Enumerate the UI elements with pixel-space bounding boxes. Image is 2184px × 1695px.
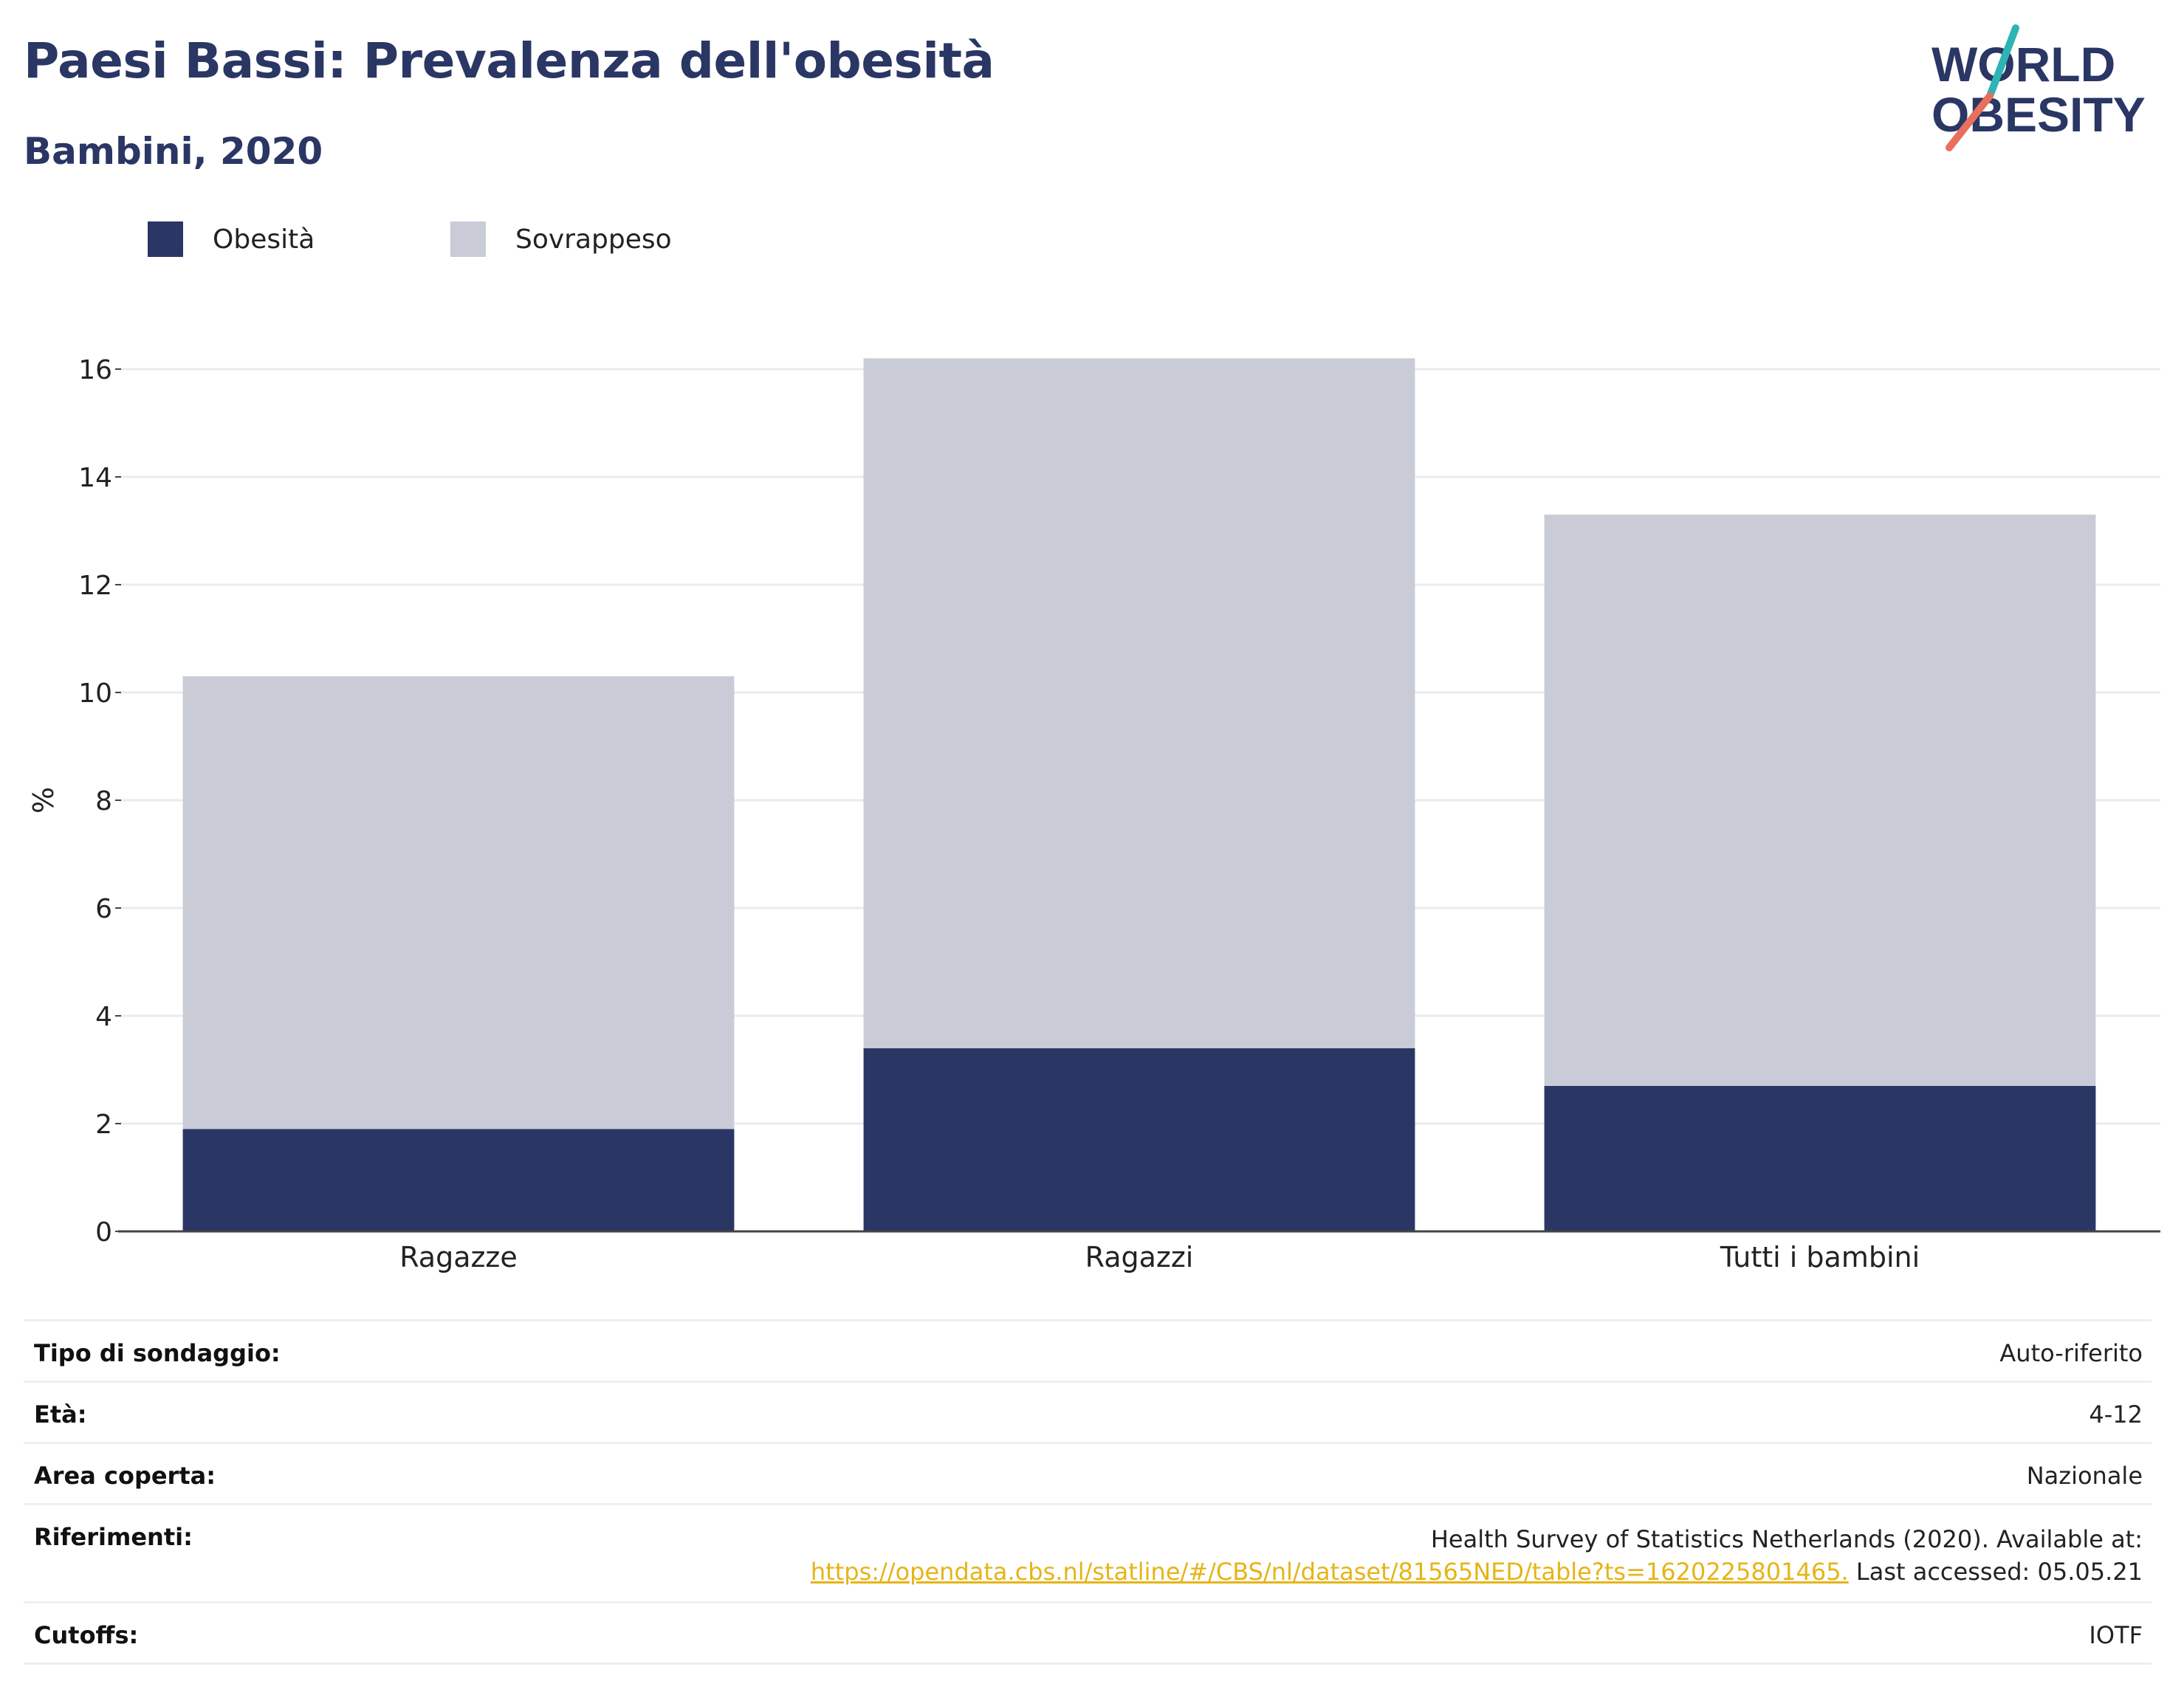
- y-tick-label: 10: [78, 678, 112, 709]
- survey-info-table: Tipo di sondaggio: Auto-riferito Età: 4-…: [24, 1319, 2152, 1665]
- legend-swatch-obesity: [148, 221, 183, 257]
- info-row-survey-type: Tipo di sondaggio: Auto-riferito: [24, 1321, 2152, 1383]
- chart-title: Paesi Bassi: Prevalenza dell'obesità: [24, 32, 995, 89]
- info-label-references: Riferimenti:: [34, 1523, 193, 1551]
- logo-slash-coral: [1946, 92, 1994, 151]
- bar-overweight-ragazzi: [863, 358, 1415, 1048]
- legend-swatch-overweight: [450, 221, 486, 257]
- y-tick-label: 6: [95, 894, 112, 924]
- info-row-area: Area coperta: Nazionale: [24, 1444, 2152, 1505]
- info-value-age: 4-12: [2089, 1400, 2143, 1428]
- info-row-references: Riferimenti: Health Survey of Statistics…: [24, 1505, 2152, 1603]
- info-label-age: Età:: [34, 1400, 87, 1428]
- world-obesity-logo: WORLD OBESITY: [1931, 24, 2146, 151]
- logo-slash-teal: [1986, 24, 2019, 100]
- x-tick-label: Ragazze: [399, 1241, 518, 1273]
- info-row-age: Età: 4-12: [24, 1383, 2152, 1444]
- info-label-cutoffs: Cutoffs:: [34, 1621, 139, 1649]
- y-tick-label: 0: [95, 1217, 112, 1248]
- info-row-cutoffs: Cutoffs: IOTF: [24, 1603, 2152, 1665]
- legend-item-overweight[interactable]: Sovrappeso: [450, 219, 672, 260]
- info-value-cutoffs: IOTF: [2089, 1621, 2143, 1649]
- info-value-survey-type: Auto-riferito: [1999, 1339, 2143, 1367]
- info-label-survey-type: Tipo di sondaggio:: [34, 1339, 281, 1367]
- y-tick-label: 4: [95, 1002, 112, 1032]
- y-tick-label: 12: [78, 571, 112, 601]
- legend-label-overweight: Sovrappeso: [515, 224, 672, 255]
- y-tick-label: 8: [95, 786, 112, 816]
- info-value-area: Nazionale: [2026, 1462, 2143, 1490]
- bar-obesity-ragazzi: [863, 1048, 1415, 1231]
- y-tick-label: 16: [78, 355, 112, 385]
- stacked-bar-chart: 0 2 4 6 8 10 12 14 16% Ragazze Ragazzi Tutti i bamb…: [27, 355, 2160, 1273]
- bar-overweight-ragazze: [182, 676, 735, 1130]
- bar-overweight-tutti-i-bambini: [1544, 515, 2096, 1086]
- bar-obesity-tutti-i-bambini: [1544, 1085, 2096, 1231]
- info-value-references: Health Survey of Statistics Netherlands …: [811, 1523, 2143, 1588]
- y-tick-label: 2: [95, 1110, 112, 1140]
- info-label-area: Area coperta:: [34, 1462, 216, 1490]
- y-axis-label: %: [27, 787, 60, 814]
- logo-text-world: WORLD: [1931, 37, 2115, 92]
- legend-label-obesity: Obesità: [213, 224, 315, 255]
- logo-text-obesity: OBESITY: [1931, 87, 2146, 142]
- x-tick-label: Ragazzi: [1085, 1241, 1194, 1273]
- legend-item-obesity[interactable]: Obesità: [148, 219, 315, 260]
- references-accessed: Last accessed: 05.05.21: [1848, 1558, 2143, 1586]
- bar-obesity-ragazze: [182, 1129, 735, 1231]
- x-tick-label: Tutti i bambini: [1720, 1241, 1920, 1273]
- references-link[interactable]: https://opendata.cbs.nl/statline/#/CBS/n…: [810, 1558, 1849, 1586]
- chart-subtitle: Bambini, 2020: [24, 130, 323, 173]
- references-text: Health Survey of Statistics Netherlands …: [1430, 1525, 2143, 1553]
- y-tick-label: 14: [78, 463, 112, 493]
